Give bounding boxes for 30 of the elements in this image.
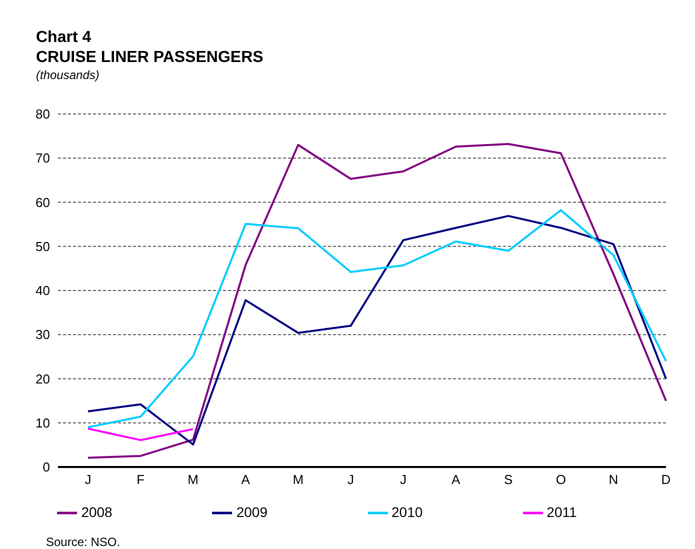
x-tick-label: O [556,472,566,488]
x-tick-label: J [400,472,407,488]
chart-title: Chart 4 [36,28,92,48]
x-tick-label: A [451,472,460,488]
x-tick-label: M [188,472,199,488]
y-axis-title: (thousands) [36,68,100,83]
legend-label: 2008 [81,504,112,520]
y-tick-label: 50 [36,238,50,254]
y-tick-label: 70 [36,150,50,166]
x-tick-label: F [136,472,145,488]
y-tick-label: 0 [42,460,50,475]
y-tick-label: 40 [36,283,50,298]
legend-label: 2010 [392,504,423,520]
x-tick-label: N [608,472,618,488]
source-note: Source: NSO. [46,535,120,549]
y-tick-label: 60 [36,194,50,210]
y-tick-label: 80 [36,106,50,122]
x-tick-label: A [241,472,250,488]
line-series [87,143,667,459]
chart-subtitle: CRUISE LINER PASSENGERS [36,48,264,68]
y-tick-label: 20 [36,371,50,386]
x-tick-label: J [84,472,92,488]
y-tick-label: 10 [36,415,50,430]
x-tick-label: J [347,472,354,488]
legend-label: 2009 [236,504,268,520]
x-tick-label: M [292,472,304,488]
x-tick-label: D [661,472,671,488]
legend-label: 2011 [546,504,577,520]
x-tick-label: S [504,472,514,488]
y-tick-label: 30 [36,327,50,342]
